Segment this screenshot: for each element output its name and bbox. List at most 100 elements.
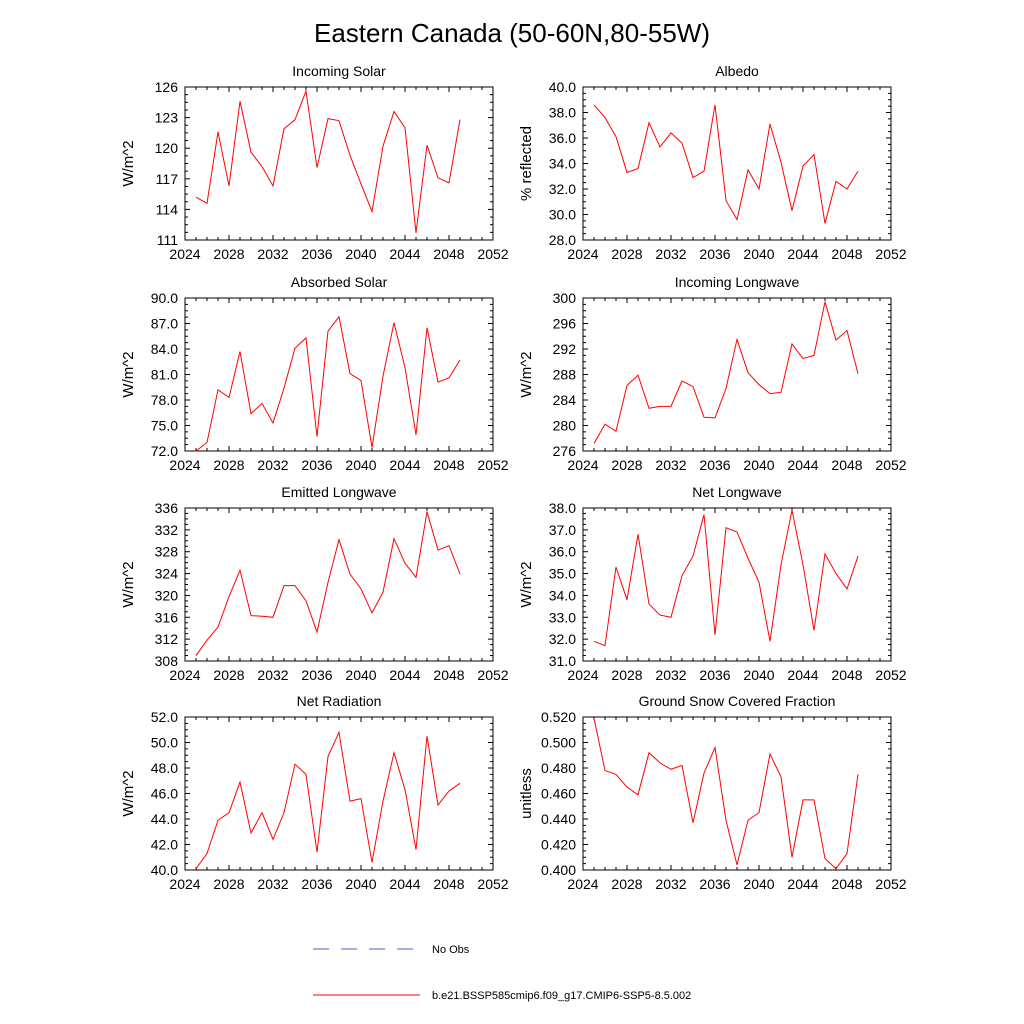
y-tick-label: 0.440 <box>541 811 576 827</box>
y-tick-label: 34.0 <box>549 587 576 603</box>
x-tick-label: 2024 <box>169 667 200 683</box>
x-tick-label: 2052 <box>875 667 906 683</box>
x-tick-label: 2036 <box>699 246 730 262</box>
y-tick-label: 38.0 <box>549 105 576 121</box>
plot-frame <box>582 86 892 241</box>
series-line <box>195 315 461 452</box>
x-tick-label: 2024 <box>169 876 200 892</box>
panel-6: Net Longwave W/m^2 2024 2028 2032 2036 2040 204… <box>518 484 907 683</box>
panel-3: Absorbed Solar W/m^2 2024 2028 2032 2036 2040 2… <box>120 274 509 473</box>
y-tick-label: 332 <box>155 522 179 538</box>
x-tick-label: 2036 <box>301 667 332 683</box>
y-tick-label: 123 <box>155 110 179 126</box>
series-line <box>593 718 859 870</box>
y-tick-label: 81.0 <box>151 367 178 383</box>
y-axis-label: W/m^2 <box>120 351 137 397</box>
x-tick-label: 2028 <box>611 667 642 683</box>
x-tick-label: 2028 <box>213 667 244 683</box>
panel-4: Incoming Longwave W/m^2 2024 2028 2032 2036 20… <box>518 274 907 473</box>
panel-7: Net Radiation W/m^2 2024 2028 2032 2036 2040 20… <box>120 693 509 892</box>
x-tick-label: 2052 <box>477 876 508 892</box>
y-tick-label: 90.0 <box>151 290 178 306</box>
y-tick-label: 87.0 <box>151 316 178 332</box>
x-tick-label: 2048 <box>433 457 464 473</box>
panel-title: Emitted Longwave <box>281 484 396 500</box>
y-tick-label: 78.0 <box>151 392 178 408</box>
x-tick-label: 2028 <box>213 876 244 892</box>
x-tick-label: 2044 <box>787 457 818 473</box>
y-tick-label: 0.500 <box>541 735 576 751</box>
series-line <box>593 104 859 224</box>
x-tick-label: 2044 <box>787 667 818 683</box>
y-tick-label: 32.0 <box>549 631 576 647</box>
x-tick-label: 2036 <box>301 457 332 473</box>
series-line <box>195 730 461 870</box>
x-tick-label: 2048 <box>433 876 464 892</box>
x-tick-label: 2044 <box>389 667 420 683</box>
y-tick-label: 0.420 <box>541 837 576 853</box>
y-tick-label: 320 <box>155 587 179 603</box>
y-tick-label: 288 <box>553 367 577 383</box>
y-tick-label: 0.400 <box>541 862 576 878</box>
y-axis-label: unitless <box>518 768 535 819</box>
x-tick-label: 2048 <box>831 457 862 473</box>
y-axis-label: W/m^2 <box>518 351 535 397</box>
x-tick-label: 2028 <box>213 457 244 473</box>
panel-title: Net Longwave <box>692 484 782 500</box>
y-tick-label: 48.0 <box>151 760 178 776</box>
y-tick-label: 36.0 <box>549 544 576 560</box>
y-tick-label: 31.0 <box>549 653 576 669</box>
x-tick-label: 2024 <box>567 246 598 262</box>
y-tick-label: 33.0 <box>549 609 576 625</box>
y-tick-label: 40.0 <box>549 79 576 95</box>
series-line <box>195 89 461 233</box>
y-tick-label: 300 <box>553 290 577 306</box>
x-tick-label: 2032 <box>257 457 288 473</box>
x-tick-label: 2040 <box>743 667 774 683</box>
x-tick-label: 2052 <box>875 246 906 262</box>
y-tick-label: 52.0 <box>151 709 178 725</box>
y-tick-label: 28.0 <box>549 232 576 248</box>
x-tick-label: 2040 <box>743 876 774 892</box>
plot-frame <box>582 716 892 871</box>
y-tick-label: 38.0 <box>549 500 576 516</box>
x-tick-label: 2036 <box>301 246 332 262</box>
x-tick-label: 2032 <box>257 246 288 262</box>
figure-title: Eastern Canada (50-60N,80-55W) <box>314 18 710 48</box>
plot-frame <box>184 86 494 241</box>
legend: No Obs b.e21.BSSP585cmip6.f09_g17.CMIP6-… <box>313 944 691 1002</box>
y-tick-label: 0.520 <box>541 709 576 725</box>
x-tick-label: 2040 <box>345 457 376 473</box>
x-tick-label: 2024 <box>567 457 598 473</box>
x-tick-label: 2040 <box>743 246 774 262</box>
series-line <box>593 301 859 444</box>
x-tick-label: 2024 <box>567 667 598 683</box>
x-tick-label: 2052 <box>875 876 906 892</box>
x-tick-label: 2028 <box>611 876 642 892</box>
x-tick-label: 2024 <box>169 457 200 473</box>
plot-frame <box>184 507 494 662</box>
legend-model-label: b.e21.BSSP585cmip6.f09_g17.CMIP6-SSP5-8.… <box>432 990 691 1002</box>
y-tick-label: 336 <box>155 500 179 516</box>
y-tick-label: 324 <box>155 566 179 582</box>
x-tick-label: 2024 <box>169 246 200 262</box>
y-tick-label: 40.0 <box>151 862 178 878</box>
panel-5: Emitted Longwave W/m^2 2024 2028 2032 2036 204… <box>120 484 509 683</box>
x-tick-label: 2044 <box>389 246 420 262</box>
y-tick-label: 35.0 <box>549 566 576 582</box>
y-tick-label: 111 <box>157 232 178 248</box>
x-tick-label: 2036 <box>699 457 730 473</box>
y-tick-label: 292 <box>553 341 577 357</box>
x-tick-label: 2052 <box>477 457 508 473</box>
series-line <box>195 511 461 656</box>
y-tick-label: 84.0 <box>151 341 178 357</box>
x-tick-label: 2048 <box>831 876 862 892</box>
y-tick-label: 34.0 <box>549 156 576 172</box>
y-tick-label: 30.0 <box>549 207 576 223</box>
x-tick-label: 2036 <box>699 667 730 683</box>
y-tick-label: 328 <box>155 544 179 560</box>
panel-title: Incoming Solar <box>292 63 386 79</box>
x-tick-label: 2040 <box>345 667 376 683</box>
x-tick-label: 2048 <box>433 667 464 683</box>
